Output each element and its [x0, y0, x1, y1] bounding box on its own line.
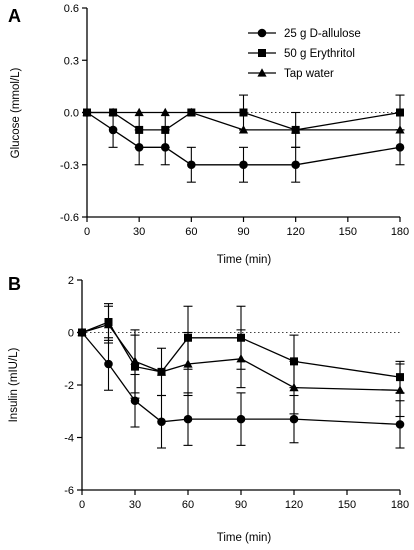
panel-a-x-tick-label: 180: [391, 226, 409, 238]
panel-a-data-point: [82, 107, 92, 117]
legend-marker: [257, 28, 267, 38]
legend-marker: [258, 49, 266, 57]
panel-b-x-tick-label: 30: [129, 499, 141, 511]
panel-b-data-point: [183, 359, 193, 368]
panel-a-data-point: [239, 160, 248, 170]
panel-b-data-point: [77, 327, 87, 337]
panel-a-x-tick-label: 30: [133, 226, 145, 238]
panel-b-x-tick-label: 150: [338, 499, 356, 511]
panel-b-data-point: [104, 359, 113, 369]
panel-a-y-tick-label: 0.6: [64, 3, 79, 15]
panel-b-y-tick-label: -6: [64, 485, 74, 497]
panel-a-series-line: [87, 111, 400, 131]
panel-b-y-tick-label: 2: [68, 275, 74, 287]
panel-a-x-axis-label: Time (min): [217, 254, 272, 266]
panel-a-data-point: [160, 107, 170, 117]
panel-a-data-point: [395, 125, 405, 134]
panel-b-data-point: [156, 367, 167, 376]
legend-label: 25 g D-allulose: [284, 28, 361, 40]
panel-a-y-tick-label: 0.0: [64, 108, 79, 120]
panel-b-data-point: [395, 420, 405, 429]
panel-a-data-point: [134, 107, 144, 117]
panel-a-y-tick-label: -0.6: [60, 212, 79, 224]
panel-b-y-tick-label: 0: [68, 328, 74, 340]
panel-a-glucose-chart: A Glucose (mmol/L) Time (min) 0 30 60 90 120…: [8, 3, 409, 266]
panel-a-series-tap-water: [82, 107, 405, 134]
panel-b-data-point: [395, 385, 405, 394]
panel-a-data-point: [161, 125, 170, 134]
panel-a-series-line: [86, 111, 401, 166]
panel-b-series-line: [81, 332, 401, 426]
panel-a-x-tick-label: 120: [286, 226, 304, 238]
panel-b-x-tick-label: 180: [391, 499, 409, 511]
panel-a-data-point: [291, 125, 301, 134]
panel-b-series-line: [81, 323, 401, 391]
panel-a-data-point: [291, 160, 300, 170]
panel-b-data-point: [183, 414, 193, 424]
panel-b-data-point: [103, 319, 114, 329]
panel-b-y-tick-label: -2: [64, 380, 74, 392]
panel-b-data-point: [236, 414, 246, 424]
panel-a-label: A: [8, 6, 21, 26]
legend-label: Tap water: [284, 68, 334, 80]
panel-b-data-point: [130, 356, 140, 365]
panel-a-data-point: [186, 107, 196, 117]
panel-a-data-point: [238, 125, 249, 134]
panel-a-data-point: [396, 108, 404, 117]
panel-a-data-point: [108, 125, 118, 135]
panel-a-data-point: [187, 160, 196, 170]
panel-b-y-axis-label: Insulin (mIU/L): [8, 347, 20, 422]
panel-a-y-tick-label: -0.3: [60, 160, 79, 172]
panel-a-legend: 25 g D-allulose 50 g Erythritol Tap water: [248, 28, 361, 80]
panel-b-data-point: [236, 353, 246, 363]
panel-b-x-axis-label: Time (min): [217, 532, 272, 544]
panel-a-data-point: [239, 108, 248, 117]
legend-label: 50 g Erythritol: [284, 48, 355, 60]
panel-b-insulin-chart: B Insulin (mIU/L) Time (min) 0 30 60 90 120 1…: [8, 274, 409, 544]
legend-marker: [257, 68, 267, 77]
panel-b-x-tick-label: 90: [235, 499, 247, 511]
panel-b-y-tick-label: -4: [64, 433, 74, 445]
panel-a-series-50-g-erythritol: [83, 94, 405, 148]
panel-b-x-tick-label: 60: [182, 499, 194, 511]
panel-a-x-tick-label: 90: [237, 226, 249, 238]
panel-a-x-tick-label: 60: [185, 226, 197, 238]
panel-b-label: B: [8, 274, 21, 294]
panel-b-x-tick-label: 120: [285, 499, 303, 511]
panel-a-x-tick-label: 0: [84, 226, 90, 238]
panel-a-series-line: [87, 111, 401, 131]
panel-b-series-line: [81, 321, 401, 378]
panel-b-data-point: [289, 382, 299, 392]
panel-a-data-point: [108, 107, 118, 117]
panel-a-y-tick-label: 0.3: [64, 55, 79, 67]
panel-b-data-point: [289, 414, 299, 424]
panel-a-x-tick-label: 150: [339, 226, 357, 238]
panel-a-y-axis-label: Glucose (mmol/L): [10, 67, 22, 158]
panel-b-data-point: [157, 417, 166, 427]
panel-b-x-tick-label: 0: [79, 499, 85, 511]
panel-b-series-25-g-d-allulose: [77, 328, 405, 449]
panel-a-data-point: [395, 143, 405, 152]
panel-b-series-tap-water: [77, 305, 405, 418]
panel-a-data-point: [135, 125, 144, 134]
